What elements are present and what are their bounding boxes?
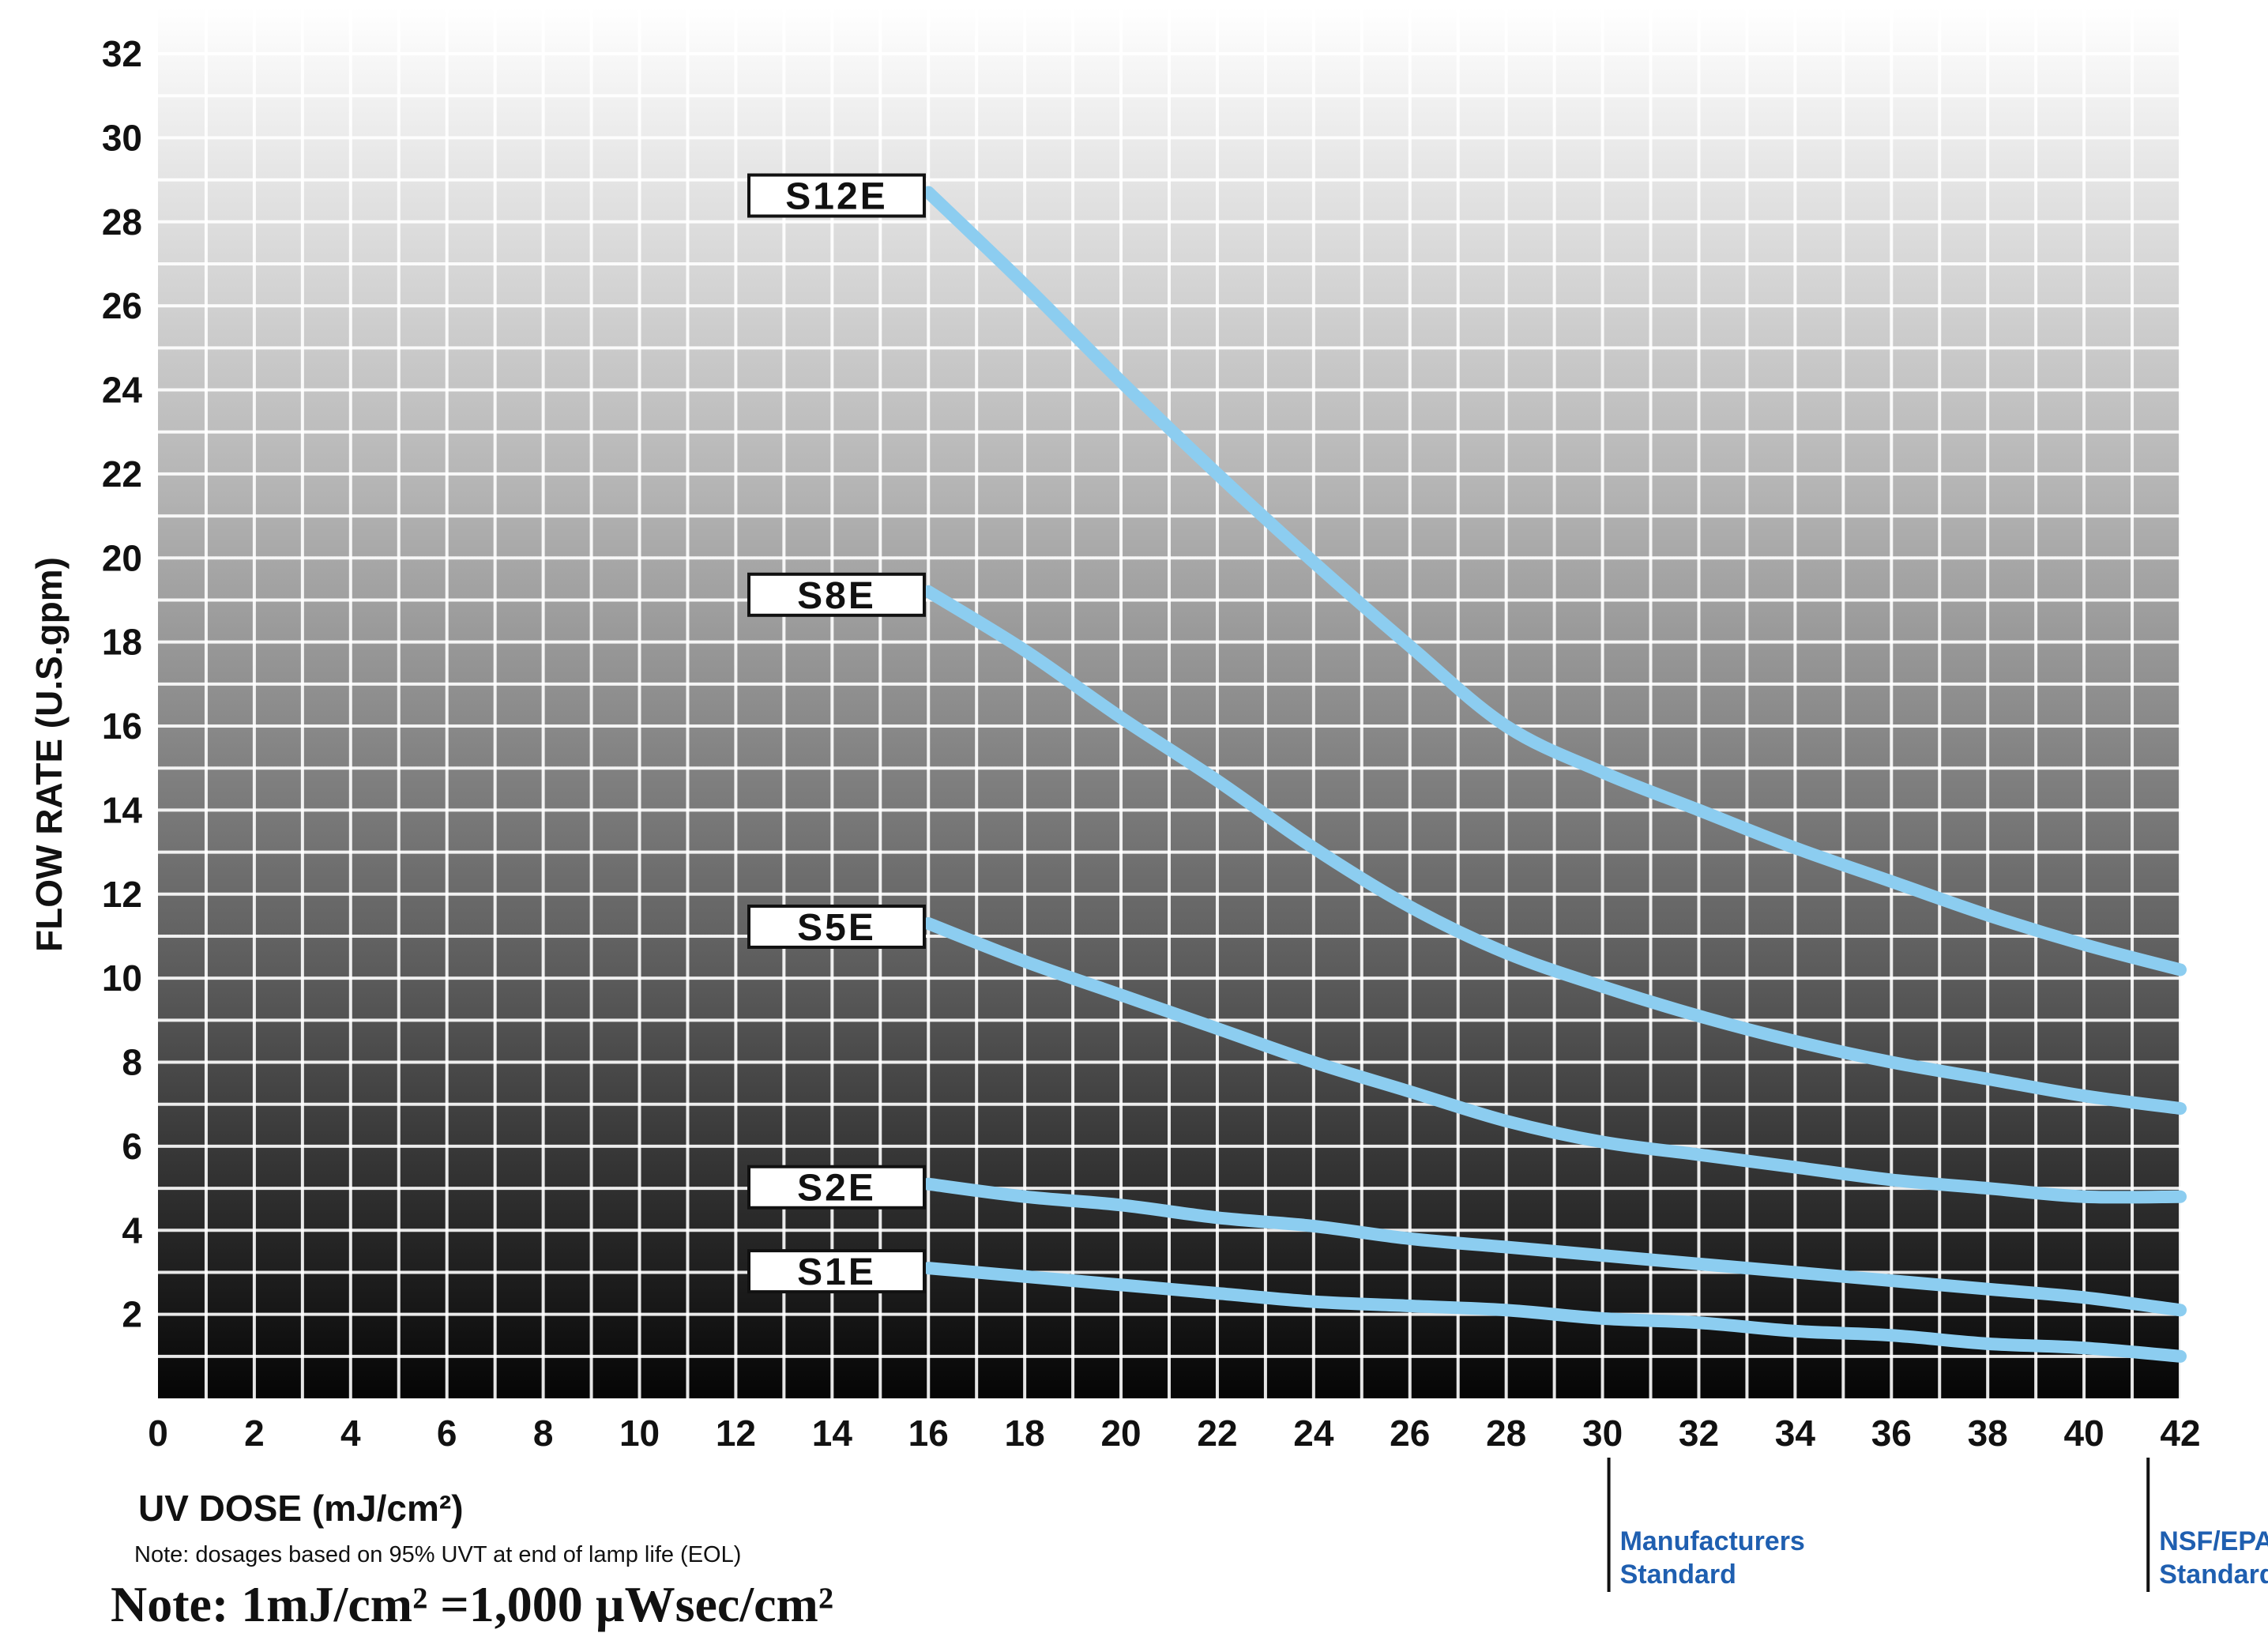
y-tick-label: 14 (102, 789, 143, 830)
x-tick-label: 40 (2064, 1413, 2104, 1454)
series-label-box (747, 173, 926, 218)
series-line-s8e (922, 585, 2187, 1116)
series-label-text: S5E (797, 907, 876, 949)
y-tick-label: 30 (102, 117, 142, 158)
x-tick-label: 2 (244, 1413, 265, 1454)
x-tick-label: 14 (812, 1413, 853, 1454)
x-tick-label: 24 (1293, 1413, 1334, 1454)
y-tick-label: 26 (102, 285, 142, 326)
y-tick-label: 24 (102, 370, 143, 411)
y-tick-label: 2 (122, 1294, 142, 1335)
y-tick-label: 8 (122, 1042, 142, 1083)
x-tick-label: 32 (1679, 1413, 1719, 1454)
y-tick-label: 6 (122, 1126, 142, 1167)
standard-label-line2: Standard (1620, 1560, 1736, 1590)
conversion-note: Note: 1mJ/cm² =1,000 µWsec/cm² (111, 1576, 833, 1632)
x-tick-label: 4 (340, 1413, 361, 1454)
x-tick-label: 42 (2160, 1413, 2200, 1454)
series-lines (922, 186, 2187, 1363)
x-tick-label: 0 (148, 1413, 168, 1454)
series-label-text: S1E (797, 1251, 876, 1293)
series-label-s2e: S2E (747, 1165, 926, 1210)
x-axis-title: UV DOSE (mJ/cm²) (138, 1488, 464, 1529)
series-label-box (747, 1165, 926, 1210)
series-line-s2e (922, 1177, 2187, 1317)
y-tick-label: 16 (102, 706, 142, 747)
x-tick-labels: 0 2 4 6 8 10 12 14 16 18 20 22 24 26 28 30 32 34 36 38 40 42 (148, 1413, 2200, 1454)
reference-lines: Manufacturers Standard NSF/EPA Standard (1607, 1458, 2268, 1592)
series-label-text: S2E (797, 1168, 876, 1210)
standard-label-line1: NSF/EPA (2159, 1526, 2268, 1556)
x-tick-label: 12 (716, 1413, 756, 1454)
x-tick-label: 28 (1486, 1413, 1526, 1454)
series-label-s12e: S12E (747, 173, 926, 218)
y-tick-label: 28 (102, 201, 142, 243)
series-label-box (747, 904, 926, 949)
series-label-s8e: S8E (747, 572, 926, 617)
series-label-text: S12E (785, 176, 887, 218)
series-line-s1e (922, 1262, 2187, 1363)
x-tick-label: 18 (1005, 1413, 1045, 1454)
x-tick-label: 8 (533, 1413, 554, 1454)
series-label-box (747, 572, 926, 617)
x-tick-label: 16 (908, 1413, 949, 1454)
series-line-s12e (922, 186, 2187, 976)
x-tick-label: 30 (1582, 1413, 1623, 1454)
y-tick-label: 12 (102, 874, 142, 915)
x-tick-label: 26 (1390, 1413, 1430, 1454)
y-tick-label: 32 (102, 33, 142, 74)
x-tick-label: 20 (1100, 1413, 1141, 1454)
x-tick-label: 22 (1197, 1413, 1237, 1454)
series-line-s5e (922, 916, 2187, 1204)
x-tick-label: 34 (1775, 1413, 1816, 1454)
y-tick-label: 22 (102, 453, 142, 495)
y-tick-label: 10 (102, 958, 142, 999)
y-tick-label: 18 (102, 622, 142, 663)
x-tick-label: 6 (437, 1413, 457, 1454)
standard-label-line2: Standard (2159, 1560, 2268, 1590)
y-axis-title: FLOW RATE (U.S.gpm) (28, 557, 70, 952)
y-tick-label: 20 (102, 537, 142, 578)
series-labels: S12E S8E S5E S2E S1E (747, 173, 926, 1294)
x-tick-label: 10 (619, 1413, 660, 1454)
x-tick-label: 38 (1968, 1413, 2008, 1454)
series-label-s5e: S5E (747, 904, 926, 949)
series-label-box (747, 1249, 926, 1294)
grid (158, 8, 2182, 1398)
x-tick-label: 36 (1871, 1413, 1912, 1454)
series-label-s1e: S1E (747, 1249, 926, 1294)
y-tick-label: 4 (122, 1210, 142, 1251)
series-label-text: S8E (797, 575, 876, 617)
dosage-note: Note: dosages based on 95% UVT at end of… (134, 1542, 741, 1567)
standard-label-line1: Manufacturers (1620, 1526, 1805, 1556)
